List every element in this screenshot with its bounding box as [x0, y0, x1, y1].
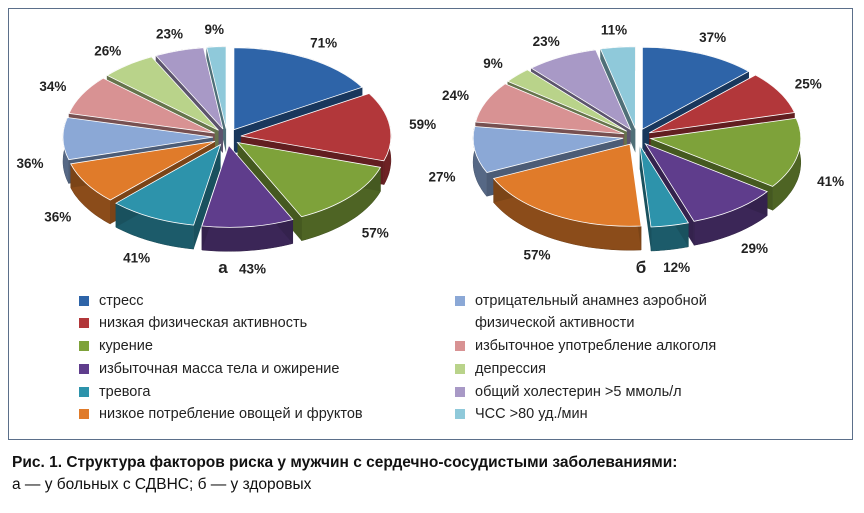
legend-swatch [455, 296, 465, 306]
pie-slice [233, 47, 363, 131]
caption-title: Рис. 1. Структура факторов риска у мужчи… [12, 454, 678, 471]
legend-swatch [79, 409, 89, 419]
pie-slice [236, 141, 382, 218]
legend-swatch [455, 341, 465, 351]
legend-swatch [79, 318, 89, 328]
panel-label: а [218, 258, 228, 277]
value-label: 36% [44, 210, 71, 225]
value-label: 11% [601, 22, 627, 37]
value-label: 57% [523, 247, 550, 262]
pie-slice [492, 143, 642, 227]
figure-frame: 71% 59% 57% 43% 41% 36% 36% 34% 26% 23% 9% а 37% 25% 4… [8, 8, 853, 440]
pie-slice [115, 143, 222, 226]
value-label: 29% [741, 241, 768, 256]
pie-slice [639, 145, 690, 228]
value-label: 23% [156, 26, 183, 41]
value-label: 59% [409, 117, 436, 132]
value-label: 34% [39, 79, 66, 94]
pie-slice [649, 117, 802, 187]
pie-slice [599, 46, 636, 129]
legend-swatch [455, 387, 465, 397]
pie-slice [62, 117, 214, 161]
caption-subtitle: а — у больных с СДВНС; б — у здоровых [12, 476, 312, 493]
value-label: 41% [817, 174, 844, 189]
pie-slice [648, 74, 796, 134]
value-label: 57% [362, 225, 389, 240]
pie-slice [68, 77, 215, 134]
pie-chart-a: 71% 59% 57% 43% 41% 36% 36% 34% 26% 23% 9% а [16, 22, 436, 277]
pie-slice [530, 49, 632, 131]
legend-swatch [79, 364, 89, 374]
pie-slice [641, 46, 750, 130]
pie-slice [155, 47, 224, 130]
pie-slice [106, 56, 219, 131]
pie-slice [644, 142, 769, 222]
value-label: 37% [699, 30, 726, 45]
value-label: 23% [533, 34, 560, 49]
panel-label: б [636, 258, 647, 277]
legend-swatch [455, 364, 465, 374]
value-label: 25% [795, 76, 822, 91]
value-label: 41% [123, 250, 150, 265]
pie-slice [506, 69, 627, 132]
legend-swatch [79, 341, 89, 351]
pie-slice [475, 83, 625, 135]
legend-swatch [79, 387, 89, 397]
figure-caption: Рис. 1. Структура факторов риска у мужчи… [12, 452, 857, 496]
slice-side [639, 145, 651, 252]
value-label: 71% [310, 36, 337, 51]
pie-slice [472, 126, 624, 173]
value-label: 27% [428, 170, 455, 185]
value-label: 36% [16, 156, 43, 171]
value-label: 43% [239, 262, 266, 277]
value-label: 9% [483, 56, 503, 71]
legend-swatch [79, 296, 89, 306]
value-label: 24% [442, 88, 469, 103]
charts-canvas: 71% 59% 57% 43% 41% 36% 36% 34% 26% 23% 9% а 37% 25% 4… [16, 22, 844, 277]
pie-slice [70, 140, 216, 201]
value-label: 26% [94, 44, 121, 59]
pie-slice [206, 46, 227, 129]
pie-slice [201, 144, 294, 228]
legend-swatch [455, 409, 465, 419]
pie-chart-b: 37% 25% 41% 29% 12% 57% 27% 24% 9% 23% 11% б [428, 22, 844, 277]
value-label: 12% [663, 260, 690, 275]
value-label: 9% [204, 22, 224, 37]
pie-slice [240, 93, 392, 162]
